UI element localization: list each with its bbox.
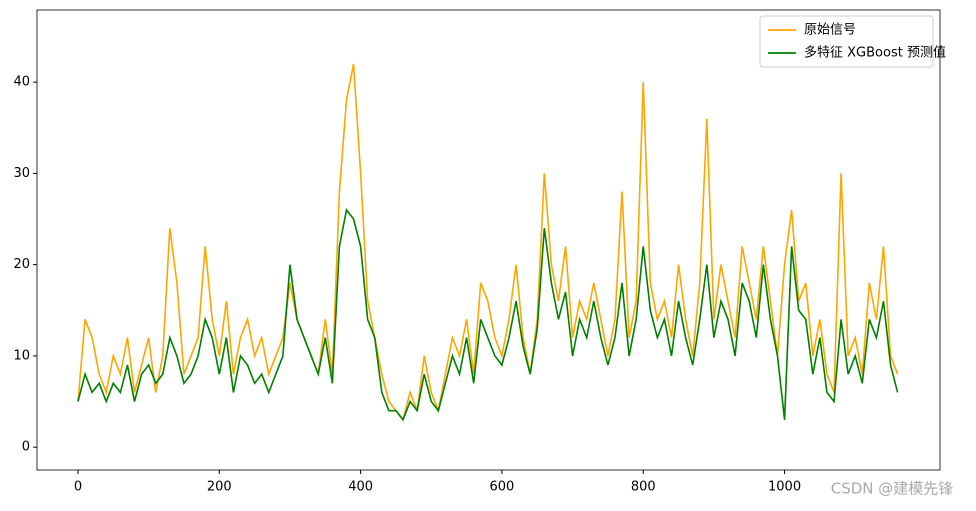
y-tick-label: 20 [13, 257, 30, 272]
x-tick-label: 400 [348, 480, 373, 495]
x-tick-label: 1000 [768, 480, 801, 495]
legend-label: 原始信号 [804, 23, 856, 38]
y-tick-label: 0 [22, 440, 30, 455]
y-tick-label: 30 [13, 166, 30, 181]
x-tick-label: 0 [74, 480, 82, 495]
data-line [77, 63, 899, 422]
x-tick-label: 600 [490, 480, 515, 495]
x-tick-label: 200 [207, 480, 232, 495]
y-tick-label: 10 [13, 348, 30, 363]
watermark: CSDN @建模先锋 [831, 480, 954, 498]
legend-label: 多特征 XGBoost 预测值 [804, 45, 946, 61]
y-tick-label: 40 [13, 75, 30, 90]
legend-box [759, 15, 934, 68]
x-tick-label: 800 [631, 480, 656, 495]
plot-frame [36, 9, 941, 471]
data-line [77, 207, 899, 422]
